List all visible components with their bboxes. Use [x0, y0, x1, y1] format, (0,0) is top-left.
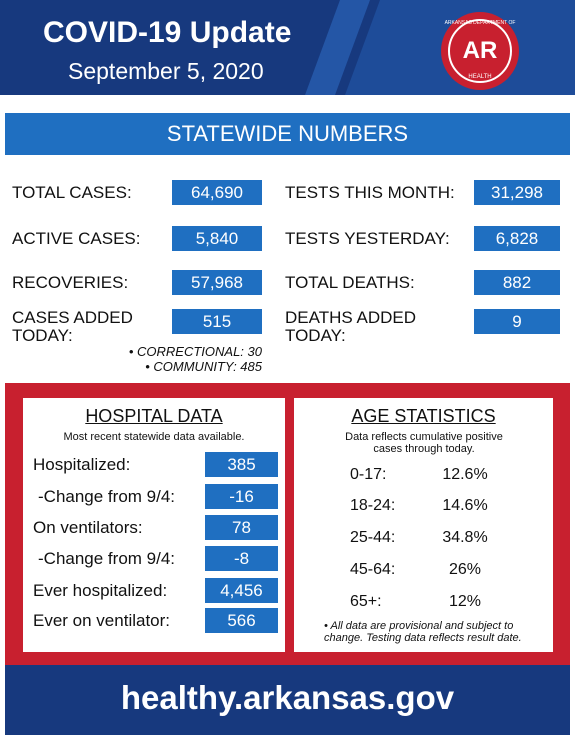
hospital-value: -16: [205, 484, 278, 509]
age-range: 0-17:: [350, 466, 387, 483]
hospital-value: 566: [205, 608, 278, 633]
panel-subtitle: Most recent statewide data available.: [63, 431, 245, 443]
logo-bottom: HEALTH: [468, 74, 492, 80]
stat-label: ACTIVE CASES:: [12, 229, 141, 248]
logo-mark: AR: [462, 37, 498, 64]
title: COVID-19 Update: [43, 16, 292, 49]
hospital-value: -8: [205, 546, 278, 571]
logo-top: ARKANSAS DEPARTMENT OF: [444, 20, 516, 26]
hospital-label: Ever on ventilator:: [33, 611, 171, 630]
hospital-value: 385: [205, 452, 278, 477]
stat-label: TOTAL CASES:: [12, 183, 132, 202]
age-percent: 34.8%: [442, 529, 488, 546]
age-range: 18-24:: [350, 497, 396, 514]
stat-value: 6,828: [474, 226, 560, 251]
stat-value: 5,840: [172, 226, 262, 251]
stat-label: TESTS YESTERDAY:: [285, 229, 450, 248]
stat-label: TESTS THIS MONTH:: [285, 183, 455, 202]
age-range: 45-64:: [350, 561, 396, 578]
note: • COMMUNITY: 485: [145, 359, 262, 374]
age-percent: 14.6%: [442, 497, 488, 514]
stat-value: 515: [172, 309, 262, 334]
stat-label: DEATHS ADDED TODAY:: [285, 308, 416, 345]
hospital-label: Hospitalized:: [33, 455, 131, 474]
hospital-label: On ventilators:: [33, 518, 143, 537]
stat-label: RECOVERIES:: [12, 273, 129, 292]
stat-label: CASES ADDED TODAY:: [12, 308, 133, 345]
stat-value: 57,968: [172, 270, 262, 295]
stat-value: 882: [474, 270, 560, 295]
panel-title: AGE STATISTICS: [351, 406, 496, 426]
date: September 5, 2020: [68, 58, 264, 84]
footer-url: healthy.arkansas.gov: [5, 665, 570, 735]
hospital-label: -Change from 9/4:: [38, 487, 176, 506]
panel-title: HOSPITAL DATA: [85, 406, 223, 426]
panel-note: • All data are provisional and subject t…: [324, 620, 522, 644]
stat-value: 9: [474, 309, 560, 334]
age-percent: 12%: [448, 593, 482, 610]
hospital-value: 4,456: [205, 578, 278, 603]
stat-value: 31,298: [474, 180, 560, 205]
hospital-label: Ever hospitalized:: [33, 581, 168, 600]
age-range: 25-44:: [350, 529, 396, 546]
stat-value: 64,690: [172, 180, 262, 205]
logo: ARKANSAS DEPARTMENT OF AR HEALTH: [441, 12, 519, 90]
note: • CORRECTIONAL: 30: [128, 344, 262, 359]
stat-label: TOTAL DEATHS:: [285, 273, 415, 292]
header-band: COVID-19 Update September 5, 2020 ARKANS…: [0, 0, 575, 95]
section-title: STATEWIDE NUMBERS: [5, 113, 570, 155]
hospital-label: -Change from 9/4:: [38, 549, 176, 568]
age-percent: 26%: [448, 561, 482, 578]
panel-subtitle: Data reflects cumulative positive cases …: [345, 431, 503, 455]
age-range: 65+:: [350, 593, 382, 610]
hospital-value: 78: [205, 515, 278, 540]
age-panel: AGE STATISTICS Data reflects cumulative …: [294, 398, 553, 652]
age-percent: 12.6%: [442, 466, 488, 483]
